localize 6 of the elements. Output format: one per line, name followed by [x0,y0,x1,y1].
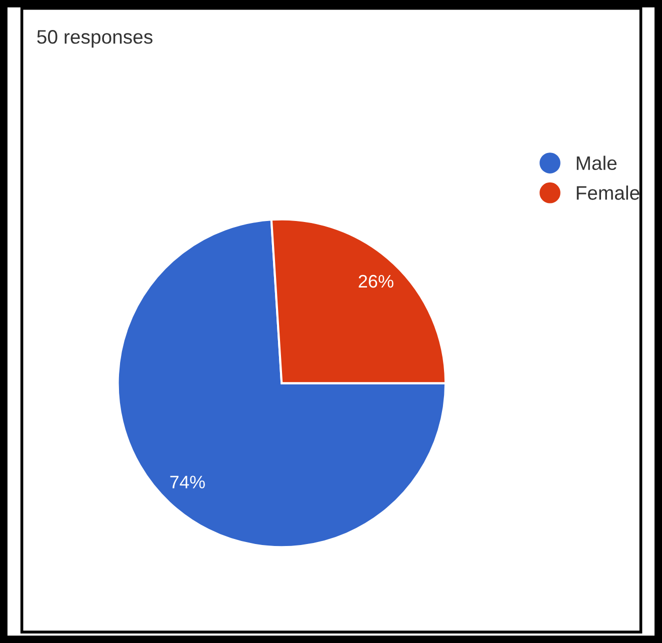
chart-title: 50 responses [37,30,152,48]
legend-label: Female [576,186,640,200]
pie-slice [116,218,447,548]
legend-label: Male [576,156,617,170]
data-label: 26% [358,274,394,288]
data-label: 74% [170,476,205,488]
